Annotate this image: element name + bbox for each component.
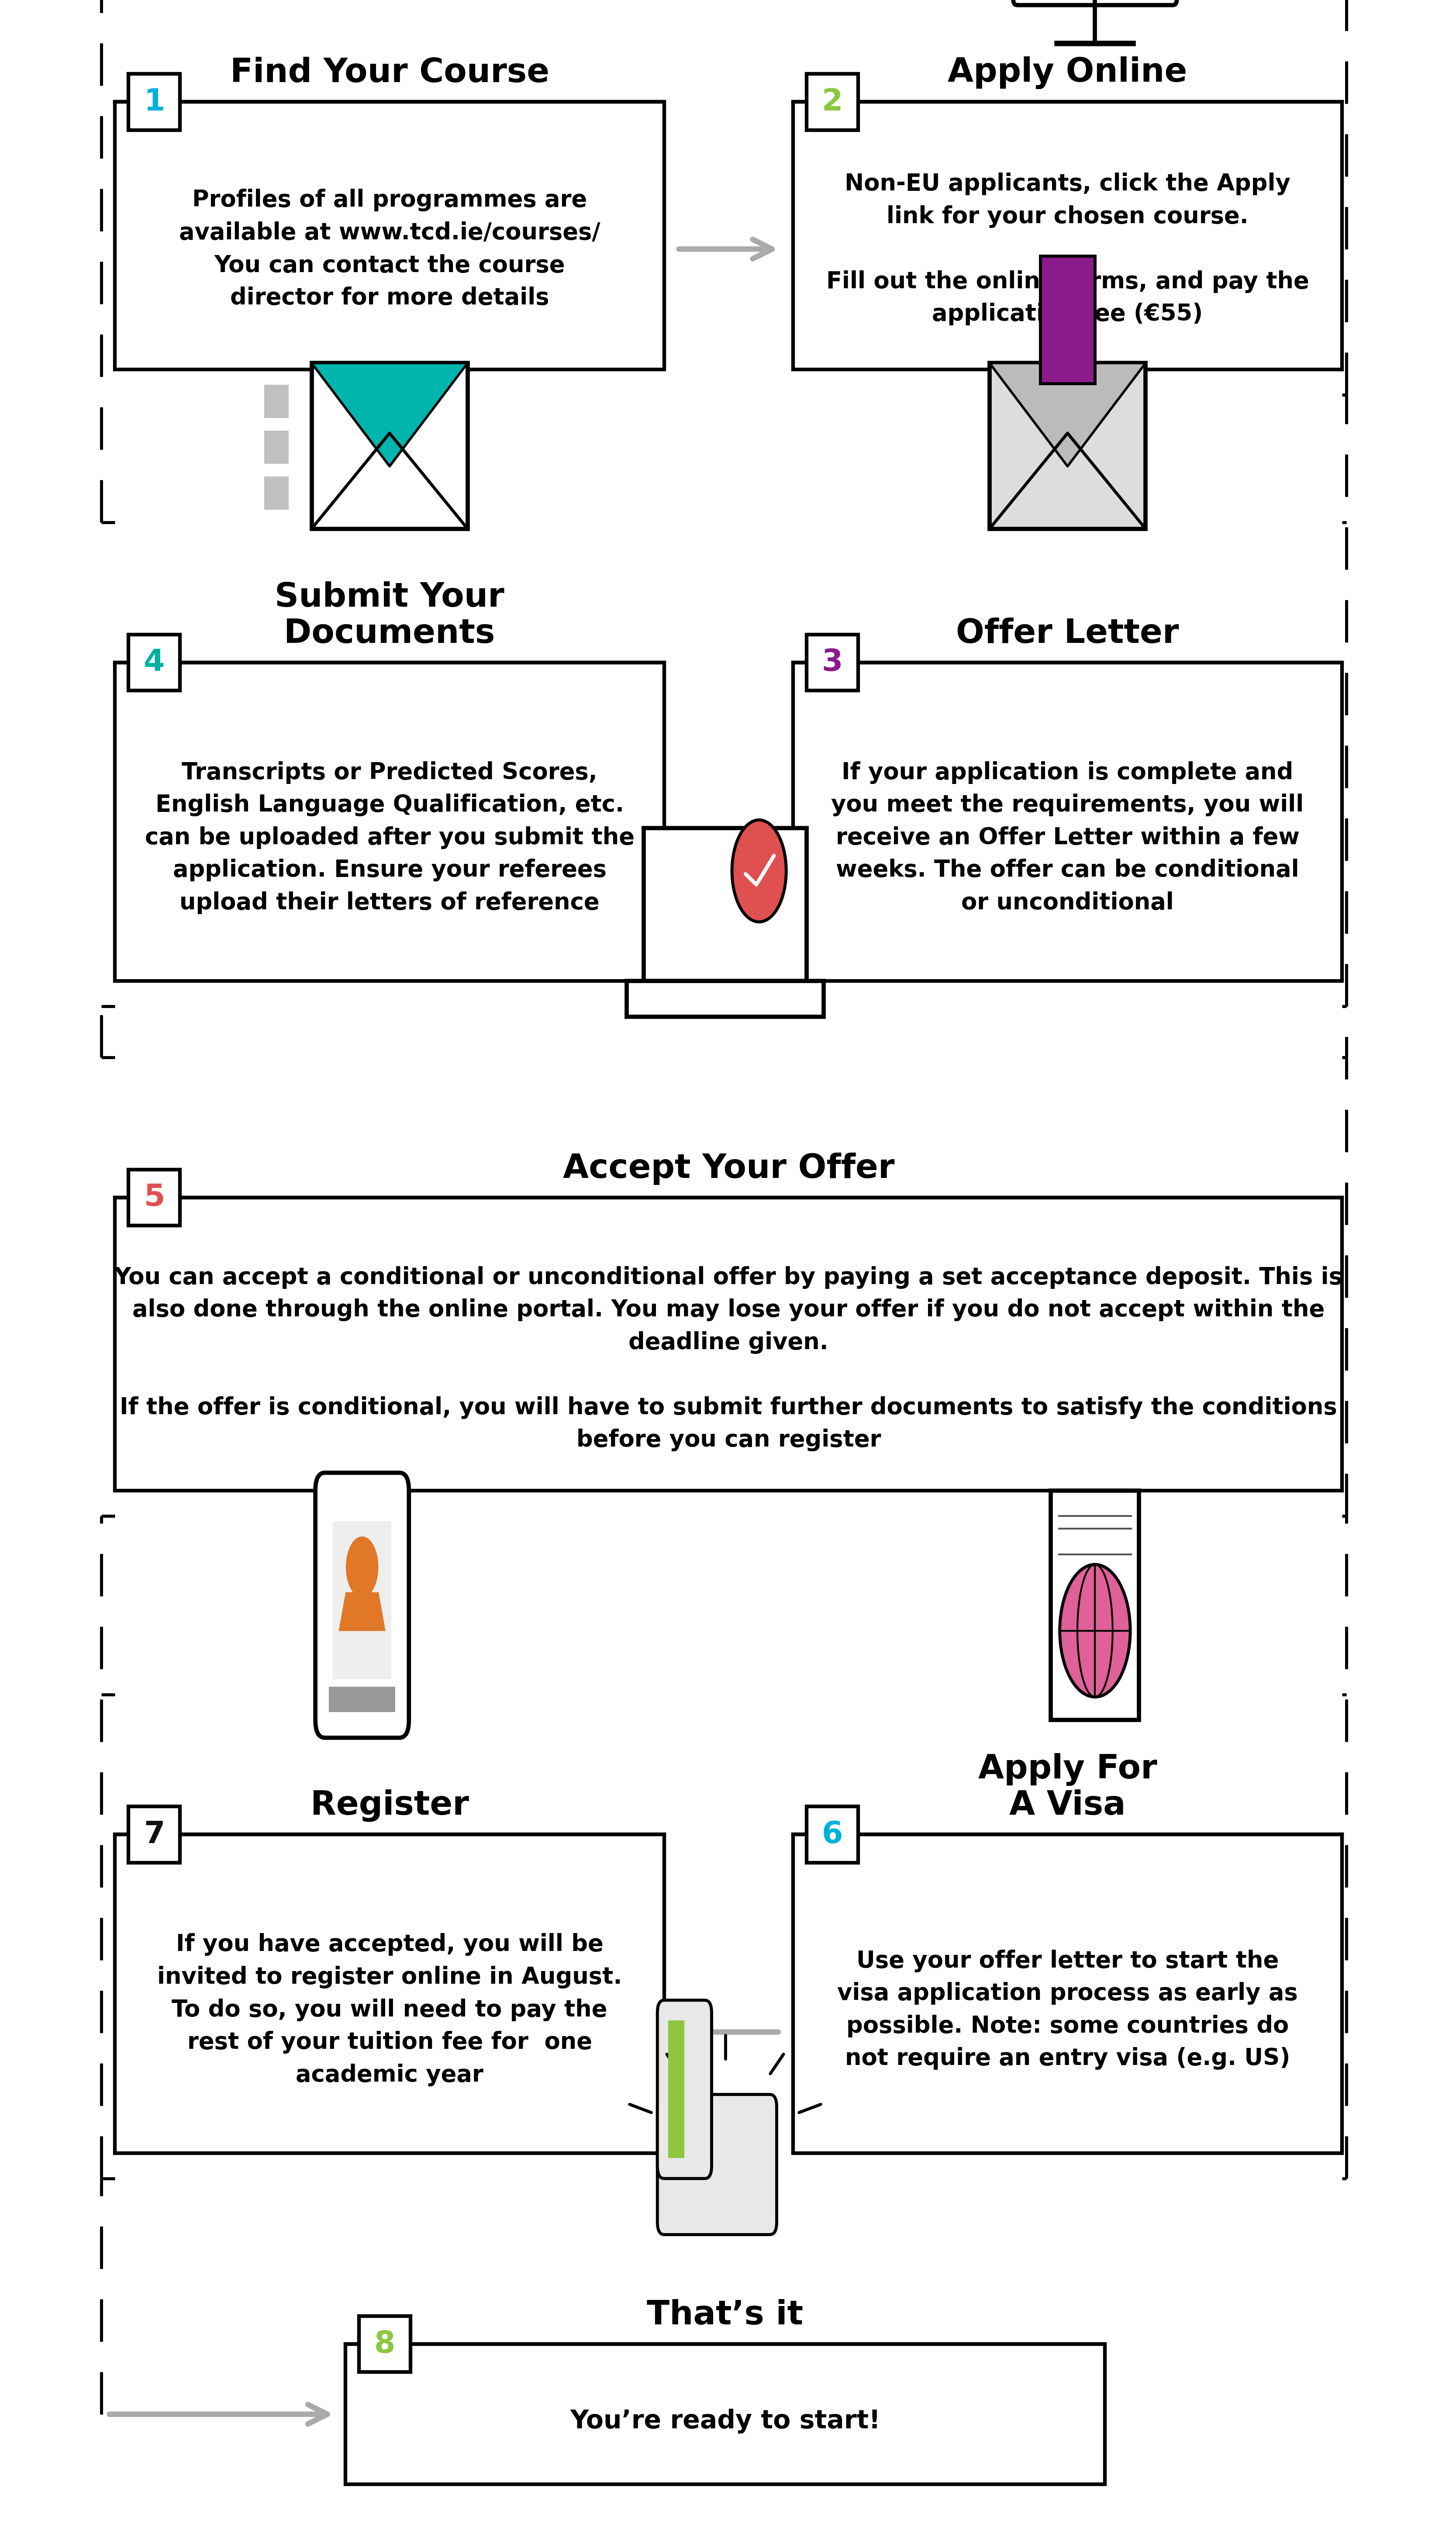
Text: Find Your Course: Find Your Course — [230, 56, 549, 89]
Bar — [264, 431, 288, 464]
Bar — [807, 74, 858, 130]
Bar — [128, 634, 181, 691]
Text: Offer Letter: Offer Letter — [957, 617, 1179, 650]
Bar — [128, 1170, 181, 1226]
Bar — [807, 634, 858, 691]
Text: 7: 7 — [144, 1819, 165, 1850]
Text: That’s it: That’s it — [646, 2298, 804, 2331]
Bar — [628, 981, 824, 1017]
Bar — [115, 662, 664, 981]
Text: Profiles of all programmes are
available at www.tcd.ie/courses/
You can contact : Profiles of all programmes are available… — [179, 189, 600, 308]
Bar — [128, 1807, 181, 1863]
Text: 6: 6 — [821, 1819, 843, 1850]
Text: If your application is complete and
you meet the requirements, you will
receive : If your application is complete and you … — [831, 762, 1305, 915]
Bar — [644, 828, 807, 981]
Text: 8: 8 — [374, 2329, 396, 2359]
Text: Transcripts or Predicted Scores,
English Language Qualification, etc.
can be upl: Transcripts or Predicted Scores, English… — [144, 762, 635, 915]
Bar — [312, 362, 467, 530]
Circle shape — [732, 820, 786, 922]
FancyBboxPatch shape — [316, 1473, 409, 1738]
Text: Register: Register — [310, 1789, 469, 1822]
Text: 1: 1 — [144, 87, 165, 117]
Text: Apply Online: Apply Online — [948, 56, 1187, 89]
Polygon shape — [339, 1592, 386, 1631]
Text: Use your offer letter to start the
visa application process as early as
possible: Use your offer letter to start the visa … — [837, 1949, 1297, 2069]
Text: Apply For
A Visa: Apply For A Visa — [978, 1753, 1158, 1822]
Bar — [794, 102, 1342, 369]
FancyBboxPatch shape — [1013, 0, 1176, 5]
Bar — [115, 1835, 664, 2153]
Text: 5: 5 — [144, 1182, 165, 1213]
Text: Submit Your
Documents: Submit Your Documents — [275, 581, 504, 650]
Bar — [115, 102, 664, 369]
Bar — [264, 476, 288, 510]
Bar — [1051, 1491, 1139, 1720]
Polygon shape — [312, 362, 467, 466]
Bar — [668, 2021, 684, 2158]
Text: You’re ready to start!: You’re ready to start! — [569, 2408, 881, 2433]
Bar — [264, 385, 288, 418]
Bar — [807, 1807, 858, 1863]
Bar — [1041, 257, 1095, 385]
Text: Non-EU applicants, click the Apply
link for your chosen course.

Fill out the on: Non-EU applicants, click the Apply link … — [826, 173, 1309, 326]
Bar — [329, 1687, 396, 1712]
Text: 2: 2 — [821, 87, 843, 117]
Bar — [115, 1198, 1342, 1491]
Bar — [128, 74, 181, 130]
Bar — [794, 662, 1342, 981]
FancyBboxPatch shape — [657, 2000, 712, 2179]
Polygon shape — [990, 362, 1146, 466]
Text: 4: 4 — [144, 647, 165, 678]
Bar — [794, 1835, 1342, 2153]
Bar — [360, 2316, 411, 2372]
Text: 3: 3 — [821, 647, 843, 678]
Bar — [333, 1521, 392, 1679]
FancyBboxPatch shape — [657, 2094, 776, 2235]
Bar — [990, 362, 1146, 530]
Circle shape — [347, 1536, 379, 1598]
Text: Accept Your Offer: Accept Your Offer — [562, 1152, 894, 1185]
Bar — [345, 2344, 1105, 2484]
Text: If you have accepted, you will be
invited to register online in August.
To do so: If you have accepted, you will be invite… — [157, 1934, 622, 2087]
Circle shape — [1060, 1564, 1130, 1697]
Text: You can accept a conditional or unconditional offer by paying a set acceptance d: You can accept a conditional or uncondit… — [115, 1266, 1342, 1452]
